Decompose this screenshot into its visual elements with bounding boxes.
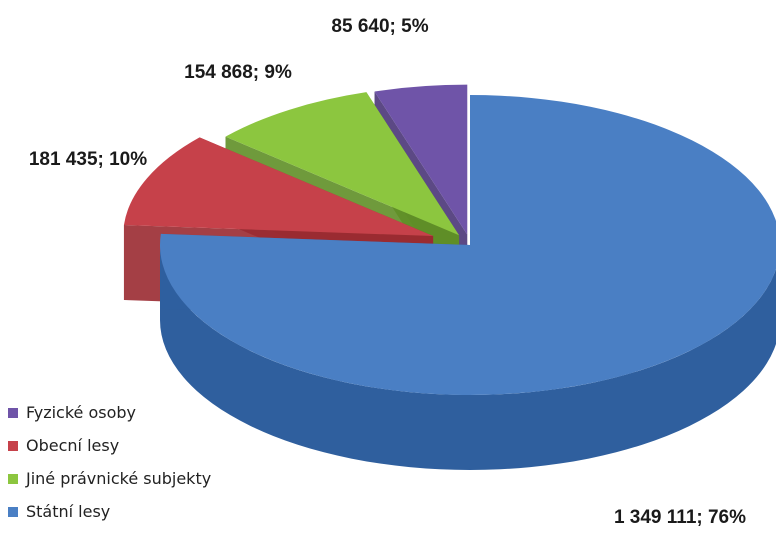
legend-item-obecni-lesy: Obecní lesy: [8, 429, 211, 462]
slice-top: [374, 84, 468, 235]
data-label-0: 1 349 111; 76%: [614, 507, 746, 528]
legend-label: Státní lesy: [26, 502, 111, 521]
legend-label: Fyzické osoby: [26, 403, 137, 422]
slice-top: [160, 95, 776, 395]
legend-swatch: [8, 440, 18, 451]
slice-side-wall: [160, 245, 776, 470]
data-label-3: 85 640; 5%: [331, 16, 428, 37]
legend-swatch: [8, 506, 18, 517]
legend-item-fyzicke-osoby: Fyzické osoby: [8, 396, 211, 429]
data-label-1: 181 435; 10%: [29, 149, 147, 170]
legend-label: Obecní lesy: [26, 436, 120, 455]
legend-swatch: [8, 407, 18, 418]
legend-item-jine-pravnicke-subjekty: Jiné právnické subjekty: [8, 462, 211, 495]
legend-label: Jiné právnické subjekty: [26, 469, 212, 488]
legend-swatch: [8, 473, 18, 484]
data-label-2: 154 868; 9%: [184, 62, 292, 83]
slice-top: [225, 92, 460, 236]
slice-top: [123, 137, 434, 237]
pie-slice-0: [160, 95, 776, 470]
legend: Fyzické osoby Obecní lesy Jiné právnické…: [8, 396, 211, 528]
legend-item-statni-lesy: Státní lesy: [8, 495, 211, 528]
